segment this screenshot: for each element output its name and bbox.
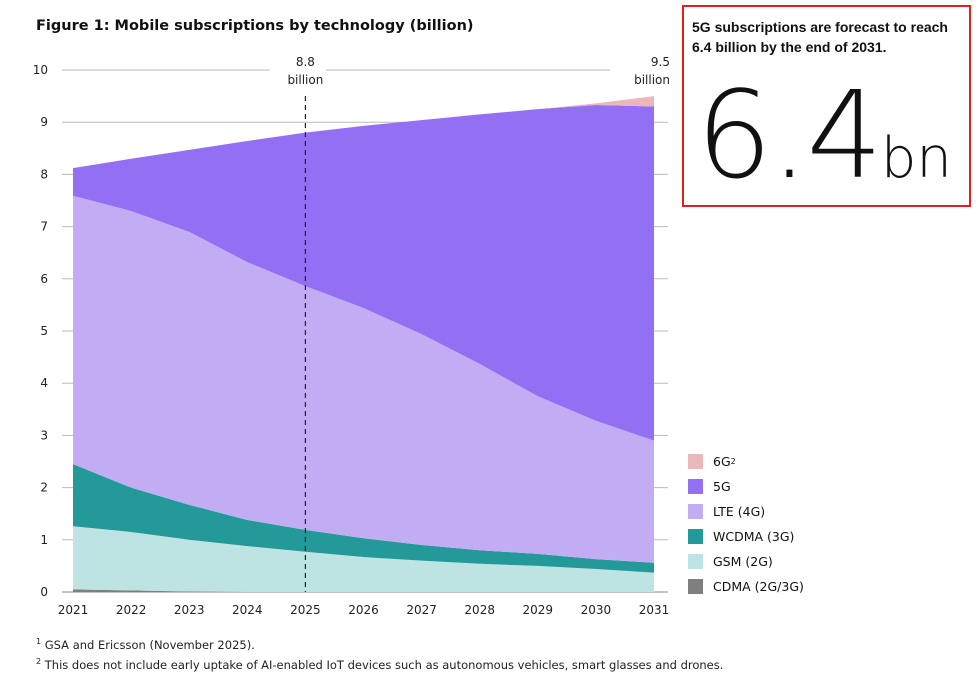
callout-figure: 6.4bn: [696, 77, 952, 219]
area-cdma-2g-3g-: [73, 589, 654, 592]
legend-item: LTE (4G): [688, 504, 765, 519]
legend-item: WCDMA (3G): [688, 529, 794, 544]
legend-label: 6G: [713, 454, 731, 469]
callout-unit: bn: [880, 126, 952, 191]
footnote-mark: 1: [36, 637, 42, 647]
annotation-value: 8.8: [296, 55, 315, 69]
y-tick-label: 8: [40, 167, 48, 181]
y-tick-label: 9: [40, 115, 48, 129]
legend-swatch: [688, 504, 703, 519]
legend-swatch: [688, 479, 703, 494]
chart-title: Figure 1: Mobile subscriptions by techno…: [36, 18, 474, 34]
x-tick-label: 2029: [523, 603, 554, 617]
callout-box: 5G subscriptions are forecast to reach 6…: [682, 5, 971, 207]
annotation-value: 9.5: [651, 55, 670, 69]
legend-label: GSM (2G): [713, 554, 773, 569]
legend-item: CDMA (2G/3G): [688, 579, 804, 594]
x-tick-label: 2022: [116, 603, 147, 617]
footnote-2: 2 This does not include early uptake of …: [36, 658, 723, 672]
callout-number: 6.4: [696, 67, 883, 206]
legend-label: 5G: [713, 479, 731, 494]
legend-item: GSM (2G): [688, 554, 773, 569]
annotation-unit: billion: [287, 73, 323, 87]
x-tick-label: 2028: [464, 603, 495, 617]
x-tick-label: 2024: [232, 603, 263, 617]
y-tick-label: 2: [40, 481, 48, 495]
legend-swatch: [688, 554, 703, 569]
x-tick-label: 2021: [58, 603, 89, 617]
callout-text: 5G subscriptions are forecast to reach 6…: [692, 19, 948, 55]
y-tick-label: 6: [40, 272, 48, 286]
legend-label: LTE (4G): [713, 504, 766, 519]
legend-item: 5G: [688, 479, 731, 494]
area-gsm-2g-: [73, 526, 654, 592]
area-wcdma-3g-: [73, 464, 654, 573]
x-tick-label: 2023: [174, 603, 205, 617]
annotation-unit: billion: [634, 73, 670, 87]
area-lte-4g-: [73, 195, 654, 563]
x-tick-label: 2025: [290, 603, 321, 617]
y-tick-label: 3: [40, 428, 48, 442]
stacked-area-chart: 0 1 2 3 4 5 6 7 8 9 10 2021 2022 2023 2024 2025 2026 2027…: [33, 55, 670, 617]
y-tick-label: 7: [40, 220, 48, 234]
y-tick-label: 4: [40, 376, 48, 390]
footnote-mark: 2: [36, 657, 42, 667]
area-5g: [73, 104, 654, 441]
legend-swatch: [688, 579, 703, 594]
legend-label: WCDMA (3G): [713, 529, 795, 544]
footnote-text: This does not include early uptake of AI…: [44, 658, 724, 672]
y-tick-label: 1: [40, 533, 48, 547]
x-tick-label: 2027: [406, 603, 437, 617]
footnote-text: GSA and Ericsson (November 2025).: [44, 638, 255, 652]
legend-label: CDMA (2G/3G): [713, 579, 804, 594]
legend-swatch: [688, 454, 703, 469]
x-tick-label: 2031: [639, 603, 670, 617]
footnote-1: 1 GSA and Ericsson (November 2025).: [36, 638, 255, 652]
x-tick-label: 2030: [581, 603, 612, 617]
x-tick-label: 2026: [348, 603, 379, 617]
y-tick-label: 0: [40, 585, 48, 599]
legend-item: 6G 2: [688, 454, 736, 469]
legend-swatch: [688, 529, 703, 544]
y-tick-label: 5: [40, 324, 48, 338]
y-tick-label: 10: [33, 63, 48, 77]
